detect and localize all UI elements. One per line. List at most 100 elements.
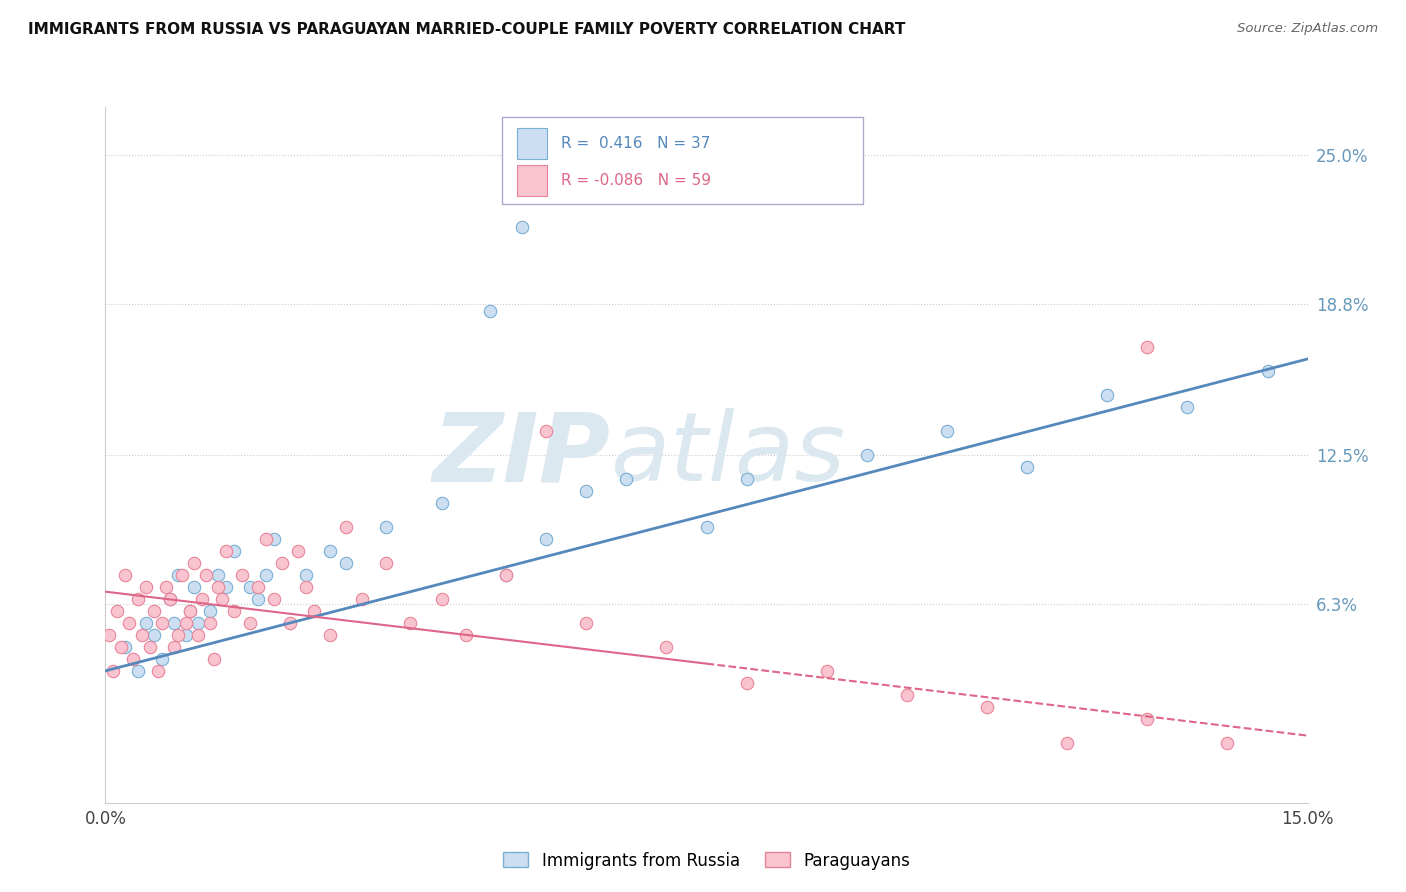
Point bbox=[399, 615, 422, 630]
Point bbox=[335, 556, 357, 570]
Point bbox=[254, 532, 277, 546]
Point bbox=[335, 520, 357, 534]
Point bbox=[138, 640, 160, 654]
Point bbox=[214, 544, 236, 558]
Point bbox=[155, 580, 177, 594]
Point bbox=[131, 628, 153, 642]
Point bbox=[142, 628, 165, 642]
Point bbox=[239, 580, 262, 594]
Point bbox=[127, 664, 149, 678]
Point bbox=[142, 604, 165, 618]
Point bbox=[270, 556, 292, 570]
Point bbox=[495, 567, 517, 582]
Point bbox=[202, 652, 225, 666]
Point bbox=[166, 628, 188, 642]
Point bbox=[159, 591, 181, 606]
Point bbox=[159, 591, 181, 606]
Point bbox=[114, 567, 136, 582]
Point bbox=[207, 580, 229, 594]
Point bbox=[187, 615, 209, 630]
Point bbox=[735, 472, 758, 486]
Point bbox=[319, 628, 342, 642]
FancyBboxPatch shape bbox=[516, 165, 547, 196]
Point bbox=[510, 219, 533, 234]
Point bbox=[107, 604, 129, 618]
Point bbox=[150, 652, 173, 666]
Point bbox=[495, 567, 517, 582]
Point bbox=[222, 544, 245, 558]
Point bbox=[295, 567, 318, 582]
Point bbox=[534, 424, 557, 438]
Point bbox=[696, 520, 718, 534]
Point bbox=[207, 567, 229, 582]
Point bbox=[150, 615, 173, 630]
Point bbox=[976, 699, 998, 714]
Point bbox=[936, 424, 959, 438]
Point bbox=[103, 664, 125, 678]
Point bbox=[430, 591, 453, 606]
Point bbox=[1175, 400, 1198, 414]
Point bbox=[198, 604, 221, 618]
Point bbox=[183, 556, 205, 570]
Point bbox=[187, 628, 209, 642]
Point bbox=[254, 567, 277, 582]
Point bbox=[214, 580, 236, 594]
Point bbox=[166, 567, 188, 582]
Legend: Immigrants from Russia, Paraguayans: Immigrants from Russia, Paraguayans bbox=[495, 843, 918, 878]
Point bbox=[287, 544, 309, 558]
Point bbox=[198, 615, 221, 630]
Point bbox=[127, 591, 149, 606]
Point bbox=[1015, 459, 1038, 474]
Point bbox=[302, 604, 325, 618]
Point bbox=[231, 567, 253, 582]
Point bbox=[374, 520, 398, 534]
Point bbox=[263, 591, 285, 606]
Point bbox=[655, 640, 678, 654]
Point bbox=[98, 628, 121, 642]
Point bbox=[1216, 736, 1239, 750]
Point bbox=[896, 688, 918, 702]
Point bbox=[479, 304, 502, 318]
Point bbox=[534, 532, 557, 546]
Point bbox=[162, 615, 184, 630]
Point bbox=[374, 556, 398, 570]
Point bbox=[118, 615, 141, 630]
Point bbox=[278, 615, 301, 630]
Point bbox=[222, 604, 245, 618]
Point bbox=[1097, 388, 1119, 402]
Point bbox=[246, 591, 269, 606]
Text: ZIP: ZIP bbox=[433, 409, 610, 501]
Point bbox=[114, 640, 136, 654]
Point bbox=[170, 567, 193, 582]
Point bbox=[174, 615, 197, 630]
Point bbox=[575, 483, 598, 498]
Point bbox=[239, 615, 262, 630]
Point bbox=[1136, 340, 1159, 354]
Text: IMMIGRANTS FROM RUSSIA VS PARAGUAYAN MARRIED-COUPLE FAMILY POVERTY CORRELATION C: IMMIGRANTS FROM RUSSIA VS PARAGUAYAN MAR… bbox=[28, 22, 905, 37]
Point bbox=[616, 472, 638, 486]
Point bbox=[735, 676, 758, 690]
Point bbox=[146, 664, 169, 678]
Point bbox=[246, 580, 269, 594]
Point bbox=[174, 628, 197, 642]
Point bbox=[319, 544, 342, 558]
Point bbox=[1257, 364, 1279, 378]
Point bbox=[183, 580, 205, 594]
Point bbox=[350, 591, 373, 606]
Point bbox=[110, 640, 132, 654]
Text: atlas: atlas bbox=[610, 409, 845, 501]
Point bbox=[815, 664, 838, 678]
Point bbox=[135, 580, 157, 594]
Point bbox=[295, 580, 318, 594]
Point bbox=[179, 604, 201, 618]
Text: R =  0.416   N = 37: R = 0.416 N = 37 bbox=[561, 136, 710, 151]
Point bbox=[122, 652, 145, 666]
Point bbox=[1136, 712, 1159, 726]
Point bbox=[456, 628, 478, 642]
Point bbox=[194, 567, 217, 582]
Text: R = -0.086   N = 59: R = -0.086 N = 59 bbox=[561, 173, 711, 188]
Point bbox=[190, 591, 212, 606]
Point bbox=[430, 496, 453, 510]
FancyBboxPatch shape bbox=[502, 118, 863, 204]
Point bbox=[855, 448, 877, 462]
